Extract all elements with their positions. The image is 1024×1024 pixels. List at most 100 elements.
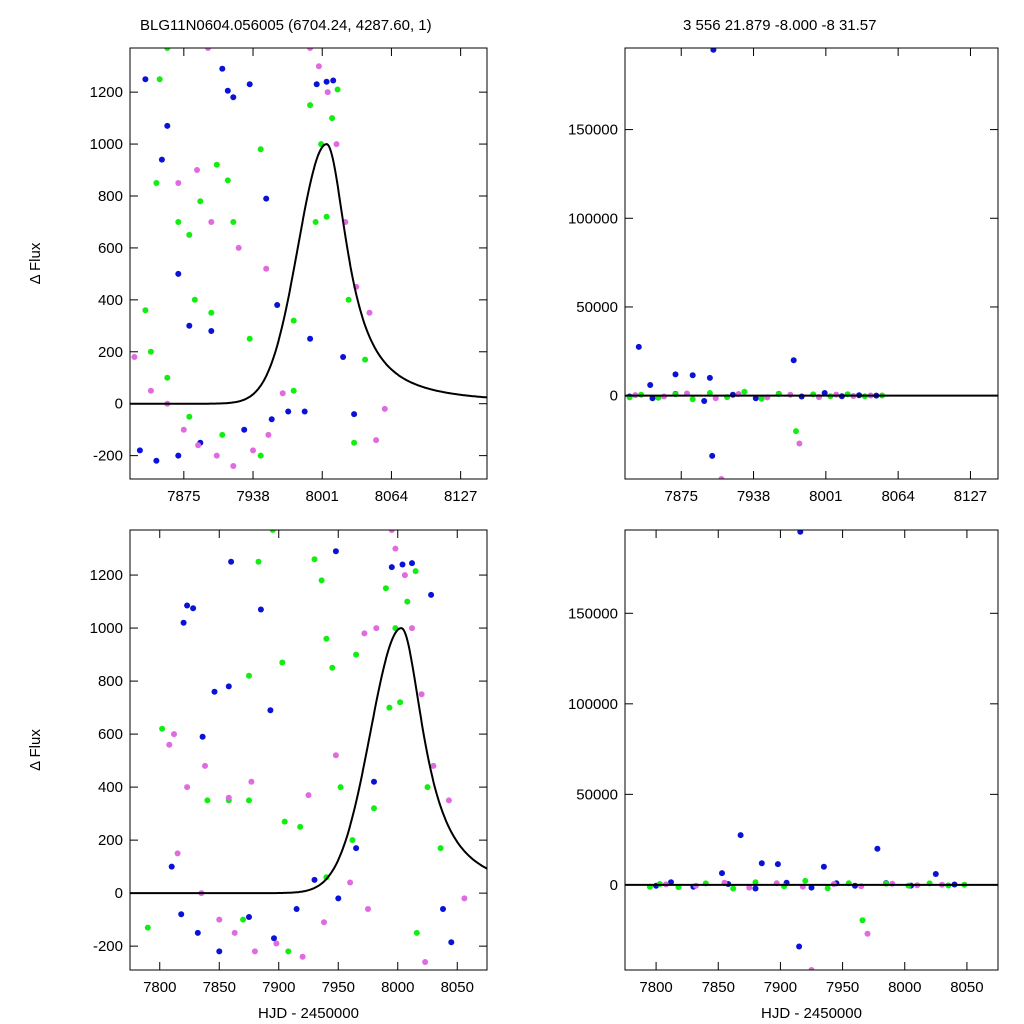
point-magenta-11 — [361, 630, 368, 637]
point-blue-17 — [216, 948, 223, 955]
y-tick-label: 400 — [98, 292, 123, 309]
point-magenta-2 — [401, 572, 408, 579]
point-green-20 — [345, 296, 352, 303]
point-magenta-6 — [202, 762, 208, 769]
point-blue-14 — [274, 302, 281, 308]
point-green-8 — [353, 651, 360, 658]
point-green-4 — [730, 885, 737, 892]
point-blue-25 — [440, 906, 446, 912]
point-blue-14 — [808, 884, 815, 891]
point-green-23 — [142, 307, 149, 314]
point-magenta-18 — [174, 850, 181, 857]
point-magenta-19 — [213, 452, 220, 459]
point-blue-23 — [268, 416, 275, 423]
point-blue-18 — [246, 914, 252, 920]
point-green-9 — [382, 585, 389, 592]
point-green-25 — [413, 929, 420, 936]
point-green-6 — [213, 161, 220, 168]
point-magenta-26 — [347, 879, 354, 886]
point-magenta-1 — [864, 930, 871, 937]
point-blue-11 — [399, 561, 406, 568]
point-green-27 — [240, 916, 247, 923]
point-green-19 — [281, 818, 288, 825]
point-green-18 — [246, 335, 253, 342]
point-green-22 — [371, 805, 377, 812]
x-tick-label: 7875 — [665, 488, 698, 505]
point-magenta-6 — [307, 48, 314, 51]
point-green-5 — [318, 577, 325, 584]
y-tick-label: 0 — [115, 885, 123, 902]
point-blue-11 — [330, 77, 337, 84]
y-tick-label: 1200 — [90, 567, 123, 584]
point-blue-15 — [307, 335, 314, 342]
y-axis-label: Δ Flux — [27, 242, 44, 284]
point-blue-22 — [335, 895, 342, 902]
point-blue-0 — [142, 76, 149, 83]
plot-frame — [624, 529, 999, 971]
point-blue-4 — [219, 65, 226, 72]
point-magenta-4 — [166, 741, 173, 748]
point-magenta-10 — [332, 752, 339, 759]
point-magenta-3 — [208, 219, 215, 225]
x-axis-label: HJD - 2450000 — [761, 1005, 862, 1022]
x-tick-label: 8050 — [950, 979, 983, 996]
point-magenta-0 — [388, 530, 395, 533]
point-blue-7 — [796, 943, 803, 950]
point-green-25 — [164, 374, 171, 381]
point-blue-19 — [153, 457, 160, 464]
x-tick-label: 8064 — [881, 488, 914, 505]
point-green-7 — [802, 877, 809, 884]
point-blue-3 — [175, 270, 182, 277]
point-green-1 — [156, 76, 163, 83]
point-green-4 — [311, 556, 318, 563]
point-blue-1 — [737, 832, 744, 839]
x-tick-label: 7900 — [764, 979, 797, 996]
data-points — [646, 530, 968, 970]
panel-bottom-left: 7800 7850 7900 7950 8000 8050 -200 0 200 400 600 80… — [27, 529, 488, 1022]
point-green-26 — [144, 924, 151, 931]
panel-top-right: 7875 7938 8001 8064 8127 0 50000 100000 150000 — [568, 47, 999, 505]
point-blue-3 — [228, 558, 235, 565]
point-magenta-14 — [418, 691, 425, 698]
point-blue-19 — [932, 871, 939, 877]
x-tick-label: 7850 — [203, 979, 236, 996]
point-blue-2 — [158, 156, 165, 163]
y-tick-label: -200 — [93, 448, 123, 465]
point-blue-6 — [790, 357, 797, 364]
point-blue-0 — [180, 619, 187, 626]
point-blue-16 — [821, 390, 828, 396]
x-tick-label: 8127 — [444, 488, 477, 505]
point-magenta-20 — [230, 463, 237, 469]
point-green-15 — [323, 213, 330, 220]
point-blue-13 — [752, 395, 759, 402]
point-green-11 — [412, 568, 419, 575]
model-curve — [130, 627, 487, 895]
point-magenta-12 — [366, 309, 373, 316]
y-tick-label: 600 — [98, 726, 123, 743]
panel-bottom-right: 7800 7850 7900 7950 8000 8050 0 50000 100000 1500… — [568, 529, 999, 1022]
point-blue-20 — [175, 452, 182, 459]
point-blue-18 — [136, 447, 143, 454]
point-blue-9 — [649, 395, 656, 402]
y-tick-label: 600 — [98, 240, 123, 257]
point-green-10 — [307, 102, 314, 109]
point-blue-8 — [267, 707, 274, 714]
point-green-24 — [437, 845, 444, 852]
point-blue-14 — [168, 863, 175, 870]
series-magenta — [166, 530, 468, 965]
title-left: BLG11N0604.056005 (6704.24, 4287.60, 1) — [140, 17, 432, 34]
point-blue-5 — [199, 733, 206, 740]
point-magenta-8 — [248, 778, 255, 785]
point-magenta-3 — [171, 731, 177, 738]
point-magenta-17 — [461, 895, 468, 902]
y-tick-label: 50000 — [576, 786, 618, 803]
point-green-27 — [219, 431, 226, 438]
y-tick-label: -200 — [93, 938, 123, 955]
point-blue-5 — [820, 863, 827, 870]
x-tick-label: 7875 — [167, 488, 200, 505]
point-green-9 — [257, 146, 264, 153]
point-blue-6 — [211, 688, 218, 695]
point-magenta-0 — [808, 967, 815, 970]
point-magenta-5 — [712, 395, 719, 402]
point-magenta-0 — [718, 476, 725, 479]
